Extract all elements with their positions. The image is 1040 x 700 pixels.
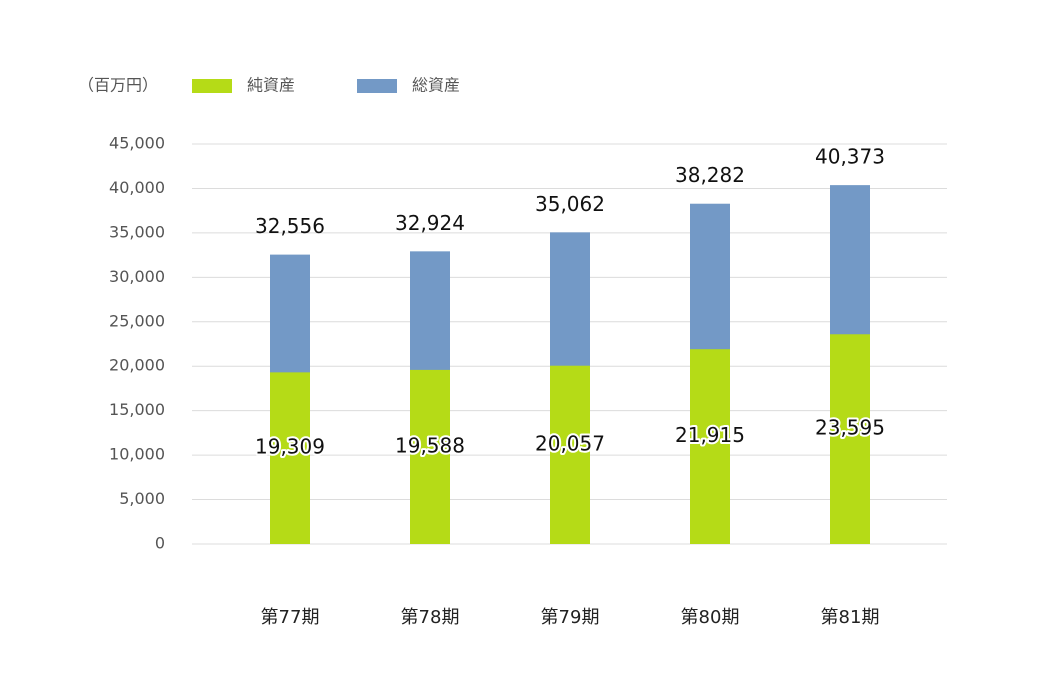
- legend-swatch: [192, 79, 232, 93]
- x-tick-label: 第81期: [821, 607, 880, 628]
- y-tick-label: 45,000: [109, 134, 165, 153]
- y-tick-label: 10,000: [109, 445, 165, 464]
- x-tick-label: 第78期: [401, 607, 460, 628]
- data-label: 21,915: [675, 423, 745, 447]
- y-tick-label: 20,000: [109, 356, 165, 375]
- bar: [410, 369, 450, 544]
- data-label: 35,062: [535, 192, 605, 216]
- y-tick-label: 5,000: [119, 489, 165, 508]
- y-tick-label: 15,000: [109, 400, 165, 419]
- y-tick-label: 30,000: [109, 267, 165, 286]
- legend-label: 純資産: [247, 76, 295, 95]
- x-tick-label: 第77期: [261, 607, 320, 628]
- data-label: 19,588: [395, 433, 465, 457]
- data-label: 20,057: [535, 431, 605, 455]
- bar: [830, 334, 870, 544]
- y-tick-label: 25,000: [109, 311, 165, 330]
- data-label: 40,373: [815, 145, 885, 169]
- data-label: 38,282: [675, 163, 745, 187]
- data-label: 32,924: [395, 211, 465, 235]
- unit-label: （百万円）: [78, 76, 158, 95]
- y-tick-label: 0: [155, 534, 165, 553]
- legend-swatch: [357, 79, 397, 93]
- data-label: 32,556: [255, 214, 325, 238]
- data-label: 23,595: [815, 416, 885, 440]
- y-tick-label: 40,000: [109, 178, 165, 197]
- bar: [690, 349, 730, 544]
- x-tick-label: 第80期: [681, 607, 740, 628]
- bar: [550, 365, 590, 544]
- y-tick-label: 35,000: [109, 222, 165, 241]
- data-label: 19,309: [255, 435, 325, 459]
- x-tick-label: 第79期: [541, 607, 600, 628]
- bar: [270, 372, 310, 544]
- legend-label: 総資産: [412, 76, 460, 95]
